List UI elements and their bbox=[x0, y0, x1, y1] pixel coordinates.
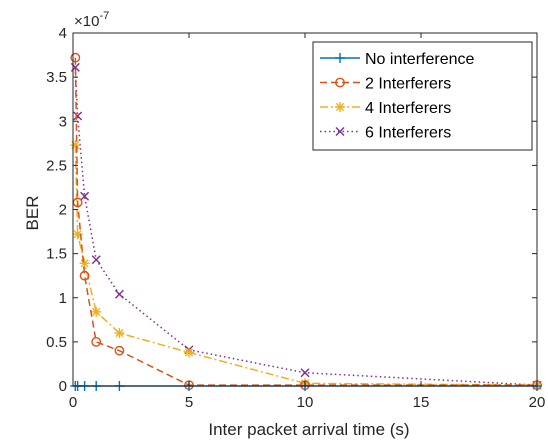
data-point bbox=[79, 258, 90, 269]
legend-entry: 2 Interferers bbox=[320, 76, 451, 93]
data-point bbox=[91, 306, 102, 317]
y-tick-label: 2.5 bbox=[46, 157, 67, 174]
y-tick-label: 1.5 bbox=[46, 246, 67, 263]
data-point bbox=[91, 255, 101, 265]
legend-label: 4 Interferers bbox=[365, 100, 451, 117]
legend-box bbox=[312, 41, 533, 151]
data-point bbox=[80, 191, 90, 201]
x-tick-label: 15 bbox=[413, 394, 430, 411]
data-point bbox=[91, 336, 102, 347]
y-tick-label: 1 bbox=[59, 290, 67, 307]
y-multiplier-exponent: -7 bbox=[99, 10, 109, 22]
legend: No interference 2 Interferers 4 Interferer… bbox=[312, 41, 533, 151]
x-tick-label: 0 bbox=[69, 394, 77, 411]
data-point bbox=[114, 328, 125, 339]
data-point bbox=[79, 270, 90, 281]
series-line bbox=[74, 145, 538, 386]
y-tick-label: 4 bbox=[59, 25, 67, 42]
data-point bbox=[114, 289, 124, 299]
y-tick-label: 2 bbox=[59, 202, 67, 219]
y-axis-multiplier: ×10-7 bbox=[74, 10, 109, 30]
y-axis-label: BER bbox=[23, 196, 42, 231]
y-tick-label: 0 bbox=[59, 378, 67, 395]
legend-marker bbox=[335, 127, 345, 136]
legend-label: 6 Interferers bbox=[365, 125, 451, 142]
y-tick-label: 0.5 bbox=[46, 334, 67, 351]
y-tick-label: 3.5 bbox=[46, 69, 67, 86]
legend-label: 2 Interferers bbox=[365, 76, 451, 93]
y-tick-label: 3 bbox=[59, 113, 67, 130]
data-point bbox=[300, 368, 310, 378]
legend-entry: 4 Interferers bbox=[320, 100, 451, 117]
series-line bbox=[74, 57, 537, 386]
x-axis-label: Inter packet arrival time (s) bbox=[208, 420, 409, 439]
x-tick-label: 20 bbox=[529, 394, 546, 411]
data-point bbox=[73, 111, 83, 121]
legend-marker bbox=[335, 77, 345, 88]
legend-marker bbox=[335, 102, 345, 112]
x-tick-label: 5 bbox=[185, 394, 193, 411]
data-point bbox=[184, 347, 194, 358]
y-multiplier-base: ×10 bbox=[74, 13, 99, 30]
data-point bbox=[114, 345, 125, 356]
data-point bbox=[70, 52, 81, 63]
legend-label: No interference bbox=[365, 51, 474, 68]
legend-entry: No interference bbox=[320, 51, 474, 68]
axes-layer: 0 5 10 15 20 0 0.5 1 1.5 2 2.5 3 3.5 4 bbox=[46, 25, 545, 411]
legend-entry: 6 Interferers bbox=[320, 125, 451, 142]
data-point bbox=[70, 140, 81, 151]
legend-marker bbox=[335, 53, 345, 63]
x-tick-label: 10 bbox=[297, 394, 314, 411]
